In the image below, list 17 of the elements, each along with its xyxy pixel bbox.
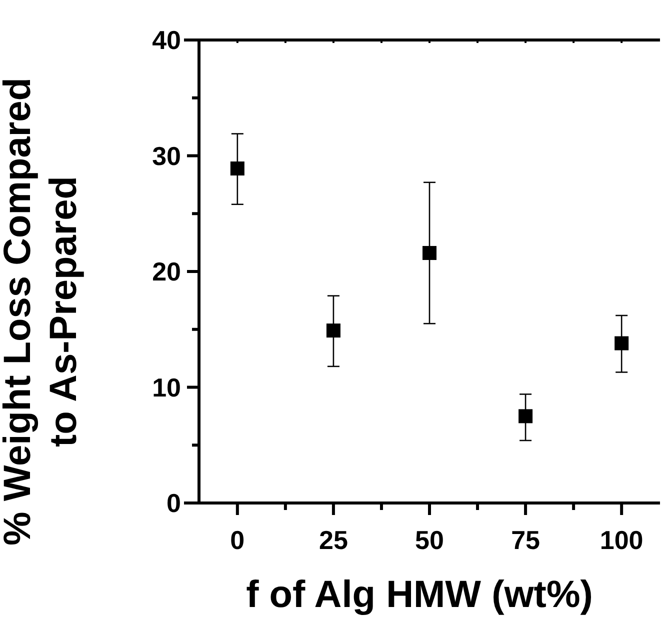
x-axis-title: f of Alg HMW (wt%)	[246, 574, 593, 616]
y-tick-label: 10	[152, 372, 181, 402]
y-tick-label: 0	[166, 488, 181, 518]
x-tick-label: 50	[415, 525, 444, 555]
point	[326, 324, 340, 338]
point	[518, 409, 533, 424]
x-tick-label: 25	[318, 525, 348, 555]
point	[614, 336, 629, 350]
point	[230, 161, 244, 176]
x-tick-label: 75	[511, 525, 540, 555]
y-axis-title: % Weight Loss Compared to As-Prepared	[0, 77, 85, 546]
x-tick-label: 100	[600, 525, 644, 555]
y-tick-label: 40	[152, 25, 181, 55]
y-tick-label: 30	[152, 140, 181, 171]
x-tick-label: 0	[230, 525, 245, 555]
point	[422, 246, 436, 260]
y-tick-label: 20	[152, 256, 181, 286]
